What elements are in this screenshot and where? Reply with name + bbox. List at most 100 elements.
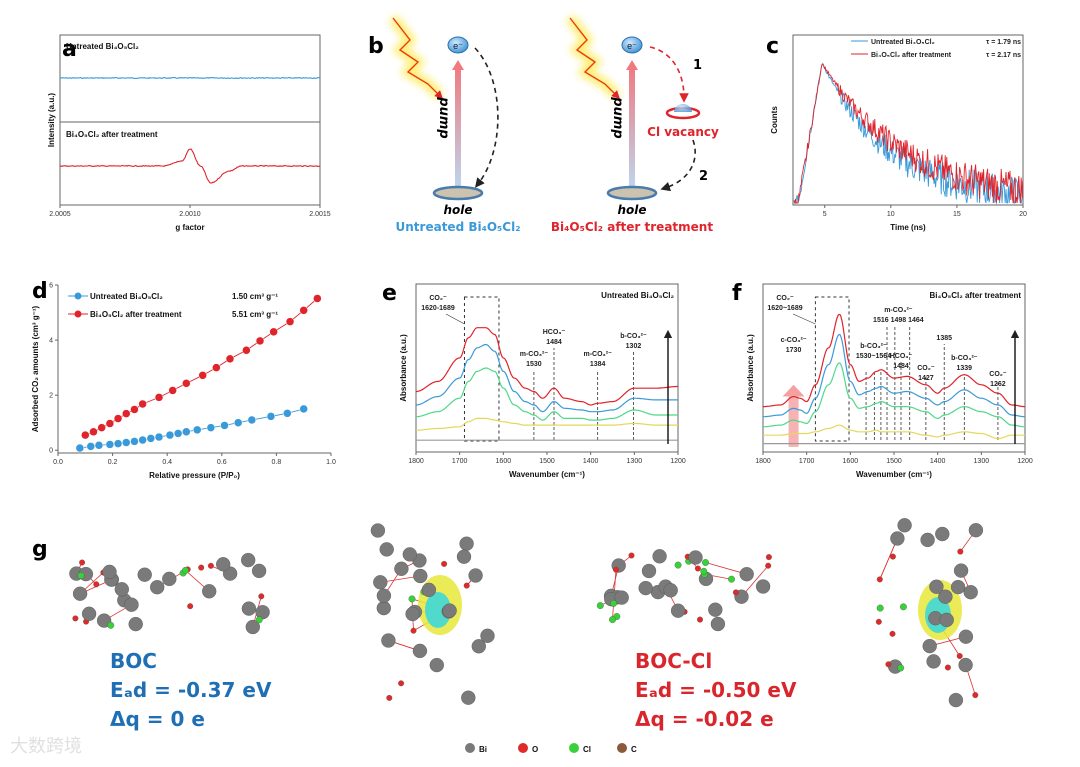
atom-o bbox=[697, 616, 703, 623]
atom-o bbox=[386, 694, 393, 701]
data-point bbox=[220, 421, 229, 430]
y-axis-label: Absorbance (a.u.) bbox=[399, 334, 408, 402]
capacity-label: 5.51 cm³ g⁻¹ bbox=[232, 310, 278, 319]
boc-charge-transfer: Δq = 0 e bbox=[110, 707, 205, 731]
boc-cl-name: BOC-Cl bbox=[635, 649, 712, 673]
spectrum-red bbox=[763, 313, 1025, 408]
x-tick-label: 1200 bbox=[670, 458, 686, 465]
data-point bbox=[299, 404, 308, 414]
data-point bbox=[299, 306, 308, 315]
atom-bi bbox=[376, 588, 392, 603]
chart-a-epr: 2.0005 2.0010 2.0015 g factor Intensity (a.u… bbox=[47, 34, 331, 232]
spectrum-green bbox=[763, 362, 1025, 428]
data-point bbox=[81, 430, 90, 440]
lifetime-label: τ = 1.79 ns bbox=[986, 39, 1021, 46]
legend-atom-cl-icon bbox=[569, 743, 579, 753]
atom-bi bbox=[663, 583, 678, 598]
atom-bi bbox=[468, 568, 483, 583]
pump-label: pump bbox=[610, 96, 625, 138]
peak-species-label: c-CO₃²⁻ bbox=[781, 337, 807, 344]
atom-bi bbox=[708, 602, 723, 617]
atom-o bbox=[628, 552, 635, 559]
molecular-structure-3 bbox=[875, 518, 984, 708]
y-tick-label: 6 bbox=[49, 283, 53, 290]
atom-bi bbox=[376, 600, 391, 616]
atom-bi bbox=[255, 605, 270, 620]
peak-species-label: b-CO₃²⁻ bbox=[860, 343, 887, 350]
arrow-head bbox=[626, 60, 638, 70]
atom-bi bbox=[114, 582, 129, 597]
atom-bi bbox=[379, 542, 394, 557]
x-tick-label: 1500 bbox=[886, 458, 902, 465]
excitation-arrow bbox=[629, 66, 635, 191]
atom-o bbox=[732, 589, 739, 596]
peak-wavenumber-label: 1262 bbox=[990, 381, 1006, 388]
atom-o bbox=[398, 680, 405, 687]
peak-wavenumber-label: 1530~1564 bbox=[856, 353, 891, 360]
panel-label-g: g bbox=[32, 537, 48, 562]
atom-cl bbox=[255, 616, 263, 624]
atom-bi bbox=[245, 619, 260, 635]
box-range-label: 1620-1689 bbox=[421, 305, 455, 312]
data-point bbox=[130, 405, 139, 414]
data-point bbox=[206, 423, 216, 432]
y-axis-label: Counts bbox=[770, 106, 779, 134]
atom-bi bbox=[890, 531, 905, 546]
electron-icon bbox=[621, 36, 643, 54]
x-tick-label: 0.0 bbox=[53, 459, 63, 466]
chart-f-drifts-treated: 1800 1700 1600 1500 1400 1300 1200 Wavenumber (… bbox=[746, 283, 1033, 479]
bond bbox=[879, 538, 898, 580]
step-1-label: 1 bbox=[693, 58, 702, 73]
box-range-label: 1620~1689 bbox=[767, 305, 802, 312]
atom-o bbox=[765, 554, 772, 561]
data-point bbox=[105, 419, 115, 428]
atom-o bbox=[258, 593, 265, 600]
charge-depletion bbox=[425, 592, 451, 628]
peak-wavenumber-label: 1302 bbox=[626, 343, 642, 350]
y-axis-label: Intensity (a.u.) bbox=[47, 93, 56, 148]
chart-c-trpl: 5 10 15 20 Time (ns) Counts Untreated Bi₄O₅Cl₂… bbox=[770, 34, 1027, 232]
data-point bbox=[122, 409, 131, 418]
chart-e-drifts-untreated: 1800 1700 1600 1500 1400 1300 1200 Wavenumber (… bbox=[399, 283, 686, 479]
data-point bbox=[168, 386, 177, 395]
arrow-head bbox=[452, 60, 464, 70]
atom-o bbox=[694, 565, 701, 572]
atom-bi bbox=[958, 629, 974, 644]
x-tick-label: 1300 bbox=[974, 458, 990, 465]
atom-o bbox=[72, 615, 79, 622]
atom-bi bbox=[370, 523, 386, 538]
peak-species-label: m-CO₃²⁻ bbox=[583, 351, 612, 358]
atom-cl bbox=[897, 664, 905, 672]
light-wave-icon bbox=[392, 17, 443, 99]
spectrum-green bbox=[416, 367, 678, 421]
x-tick-label: 1800 bbox=[408, 458, 424, 465]
peak-species-label: CO₂⁻ bbox=[917, 365, 935, 372]
atom-o bbox=[876, 576, 883, 583]
panel-label-d: d bbox=[32, 279, 48, 304]
decay-curve-0 bbox=[793, 62, 1024, 205]
y-axis-label: Adsorbed CO₂ amounts (cm³ g⁻¹) bbox=[31, 305, 40, 432]
legend-label: Bi₄O₅Cl₂ after treatment bbox=[66, 130, 158, 139]
peak-species-label: CO₂⁻ bbox=[989, 371, 1007, 378]
atom-cl bbox=[596, 602, 604, 610]
atom-bi bbox=[755, 579, 771, 594]
hole-label: hole bbox=[443, 203, 472, 217]
atom-bi bbox=[102, 564, 117, 580]
atom-o bbox=[441, 560, 448, 567]
x-tick-label: 1500 bbox=[539, 458, 555, 465]
data-point bbox=[212, 363, 221, 372]
molecular-structure-2 bbox=[596, 549, 772, 632]
data-point bbox=[313, 294, 322, 303]
data-point bbox=[130, 437, 139, 446]
atom-o bbox=[765, 562, 772, 569]
boc-cl-adsorption-energy: Eₐd = -0.50 eV bbox=[635, 678, 797, 702]
panel-label-e: e bbox=[382, 281, 397, 306]
legend-marker bbox=[74, 292, 82, 300]
x-tick-label: 1600 bbox=[843, 458, 859, 465]
spectrum-blue bbox=[763, 333, 1025, 418]
hole-icon bbox=[432, 185, 484, 201]
legend-atom-c-icon bbox=[617, 743, 627, 753]
x-tick-label: 0.2 bbox=[108, 459, 118, 466]
co2-region-box bbox=[814, 296, 850, 442]
